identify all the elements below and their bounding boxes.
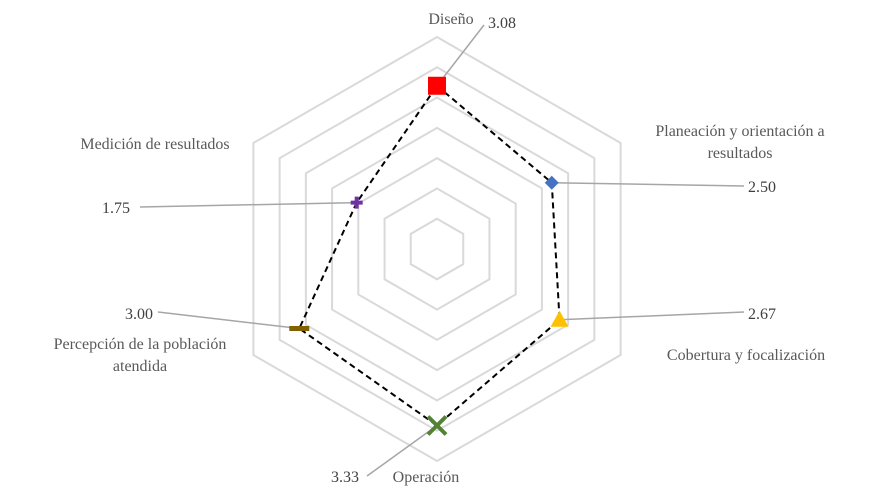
data-label: 3.08 (488, 15, 516, 32)
data-label-leaders (139, 24, 745, 477)
category-label: Planeación y orientación a resultados (655, 123, 824, 162)
grid-ring (409, 217, 465, 281)
grid-ring (331, 126, 543, 372)
radar-grid (252, 35, 622, 463)
data-label: 2.50 (748, 179, 776, 196)
data-point-triangle (550, 310, 569, 327)
category-label: Medición de resultados (80, 136, 229, 153)
grid-ring (252, 35, 622, 463)
leader-line (366, 424, 438, 477)
data-point-x (426, 415, 448, 436)
leader-line (436, 24, 485, 87)
data-label: 3.00 (125, 306, 153, 323)
radar-markers (289, 76, 569, 436)
data-point-square (428, 76, 446, 95)
category-label: Operación (393, 469, 460, 486)
grid-ring (357, 156, 517, 342)
leader-line (559, 311, 745, 321)
data-label: 3.33 (331, 469, 359, 486)
grid-ring (278, 66, 596, 432)
leader-line (551, 182, 745, 187)
data-label: 2.67 (748, 306, 776, 323)
data-point-diamond (544, 175, 559, 190)
grid-ring (383, 187, 491, 311)
data-label: 1.75 (102, 200, 130, 217)
category-label: Cobertura y focalización (667, 347, 825, 364)
grid-ring (304, 96, 570, 402)
radar-labels: 3.08 2.50 2.67 3.33 3.00 1.75 Diseño Planeación… (54, 11, 825, 486)
leader-line (157, 311, 300, 330)
data-point-plus (350, 196, 363, 209)
category-label: Percepción de la población atendida (54, 336, 227, 375)
leader-line (139, 201, 357, 208)
category-label: Diseño (428, 11, 473, 28)
